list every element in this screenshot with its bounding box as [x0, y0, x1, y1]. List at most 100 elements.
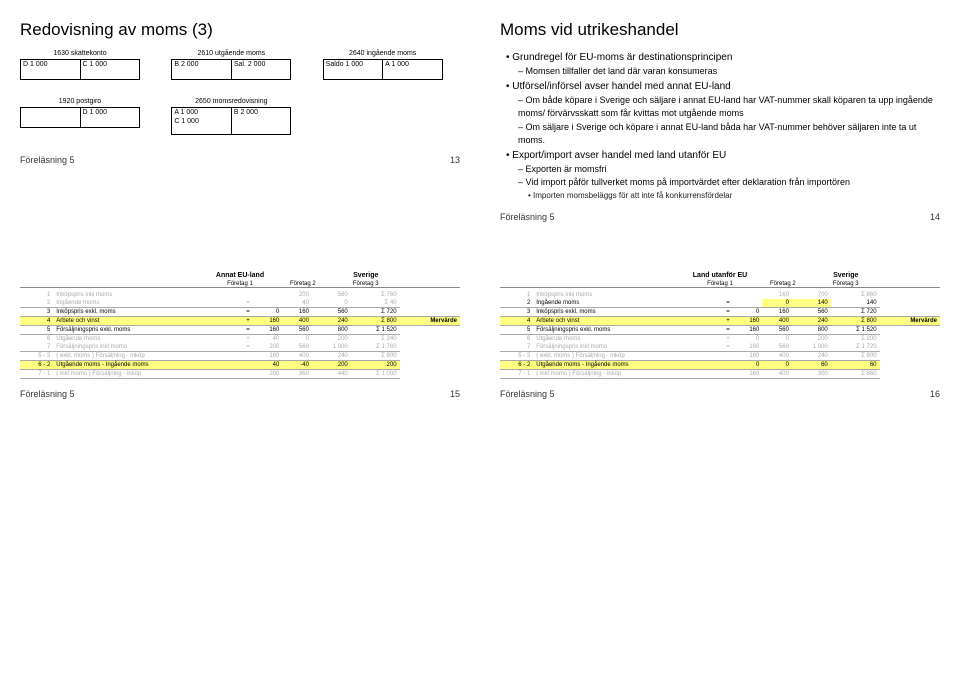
row-value: Σ 1 760	[351, 343, 400, 352]
bullet-item: Export/import avser handel med land utan…	[506, 148, 940, 163]
row-value: 160	[282, 307, 312, 316]
region-label	[83, 272, 146, 279]
row-value: Σ 1 520	[831, 325, 880, 334]
row-value: Σ 800	[831, 351, 880, 360]
bullet-item: Importen momsbeläggs för att inte få kon…	[528, 190, 940, 202]
row-num: 7 - 1	[500, 369, 533, 378]
row-value: Σ 1 000	[351, 369, 400, 378]
row-value: 0	[762, 360, 792, 369]
t-account-debit	[21, 125, 81, 127]
bullet-item: Grundregel för EU-moms är destinationspr…	[506, 50, 940, 65]
row-value: 200	[792, 334, 831, 343]
calc-row: 7 - 1( inkl moms ) Försäljning - inköp20…	[20, 369, 460, 378]
bullet-item: Om både köpare i Sverige och säljare i a…	[518, 94, 940, 121]
region-label	[626, 272, 689, 279]
t-account: 1630 skattekontoD 1 000C 1 000	[20, 50, 140, 80]
footer-left: Föreläsning 5	[20, 389, 75, 399]
row-value: 40	[282, 299, 312, 308]
row-value: 400	[282, 316, 312, 325]
region-label: Annat EU-land	[209, 272, 272, 279]
row-op: =	[235, 307, 253, 316]
t-account-debit	[21, 77, 81, 79]
footer-left: Föreläsning 5	[500, 212, 555, 222]
calc-row: 4Arbete och vinst+160400240Σ 800Mervärde	[500, 316, 940, 325]
row-value: -40	[282, 360, 312, 369]
slide-title: Moms vid utrikeshandel	[500, 20, 940, 40]
row-value	[733, 299, 763, 308]
t-account-debit: C 1 000	[172, 117, 232, 126]
row-op: +	[715, 316, 733, 325]
row-label: ( inkl moms ) Försäljning - inköp	[533, 369, 715, 378]
row-label: Ingående moms	[533, 299, 715, 308]
row-op: +	[235, 334, 253, 343]
slide-footer: Föreläsning 5 13	[20, 155, 460, 165]
row-num: 6 - 2	[20, 360, 53, 369]
row-label: ( exkl. moms ) Försäljning - inköp	[53, 351, 235, 360]
slide-footer: Föreläsning 5 16	[500, 389, 940, 399]
row-num: 6	[500, 334, 533, 343]
calc-row: 1Inköpspris inkl moms160700Σ 860	[500, 291, 940, 299]
column-header	[20, 281, 83, 288]
row-value: 160	[253, 316, 283, 325]
row-num: 1	[500, 291, 533, 299]
row-value: Σ 240	[351, 334, 400, 343]
t-account-credit	[232, 117, 291, 126]
calc-row: 5Försäljningspris exkl. moms=160560800Σ …	[500, 325, 940, 334]
bullet-item: Momsen tillfaller det land där varan kon…	[518, 65, 940, 79]
row-value: 1 000	[312, 343, 351, 352]
t-account-credit: B 2 000	[232, 108, 291, 117]
bullet-list: Grundregel för EU-moms är destinationspr…	[500, 50, 940, 202]
row-end-label: Mervärde	[880, 316, 940, 325]
row-op: =	[715, 299, 733, 308]
row-label: Arbete och vinst	[533, 316, 715, 325]
row-op: =	[235, 325, 253, 334]
t-account-credit	[81, 77, 140, 79]
slide-13: Redovisning av moms (3) 1630 skattekonto…	[20, 20, 460, 222]
row-num: 4	[500, 316, 533, 325]
row-value	[253, 291, 283, 299]
row-op	[715, 360, 733, 369]
slide-15: Annat EU-landSverigeFöretag 1Företag 2Fö…	[20, 252, 460, 399]
row-value: 560	[762, 325, 792, 334]
row-num: 1	[20, 291, 53, 299]
row-value: Σ 860	[831, 369, 880, 378]
row-value: Σ 800	[351, 316, 400, 325]
row-value: 60	[792, 360, 831, 369]
region-label	[563, 272, 626, 279]
row-value: 200	[351, 360, 400, 369]
row-value: 160	[762, 291, 792, 299]
row-value: 440	[312, 369, 351, 378]
region-label	[20, 272, 83, 279]
row-value: 200	[312, 360, 351, 369]
t-account-credit	[81, 125, 140, 127]
calc-row: 3Inköpspris exkl. moms=0160560Σ 720	[20, 307, 460, 316]
region-label	[877, 272, 940, 279]
row-value: 160	[733, 325, 763, 334]
region-label	[271, 272, 334, 279]
row-value: 0	[312, 299, 351, 308]
row-value: 40	[253, 360, 283, 369]
t-account: 2610 utgående momsB 2 000Sal. 2 000	[171, 50, 291, 80]
row-value: 200	[282, 291, 312, 299]
calc-row: 6Utgående moms+00200Σ 200	[500, 334, 940, 343]
t-account-debit	[324, 77, 384, 79]
footer-left: Föreläsning 5	[20, 155, 75, 165]
row-value: 0	[733, 334, 763, 343]
row-value: 560	[762, 343, 792, 352]
slide-footer: Föreläsning 5 14	[500, 212, 940, 222]
calc-row: 1Inköpspris inkl moms200560Σ 760	[20, 291, 460, 299]
t-account-credit: A 1 000	[383, 60, 442, 69]
row-op	[715, 351, 733, 360]
row-label: ( inkl moms ) Försäljning - inköp	[53, 369, 235, 378]
region-label	[146, 272, 209, 279]
row-value: 160	[253, 351, 283, 360]
row-value: 140	[792, 299, 831, 308]
t-account-title: 2650 momsredovisning	[171, 98, 291, 108]
row-op: =	[235, 343, 253, 352]
column-header: Företag 3	[814, 281, 877, 288]
row-value: 0	[762, 299, 792, 308]
calc-row: 2Ingående moms=400Σ 40	[20, 299, 460, 308]
row-label: Försäljningspris exkl. moms	[533, 325, 715, 334]
row-label: Inköpspris inkl moms	[533, 291, 715, 299]
region-label	[751, 272, 814, 279]
